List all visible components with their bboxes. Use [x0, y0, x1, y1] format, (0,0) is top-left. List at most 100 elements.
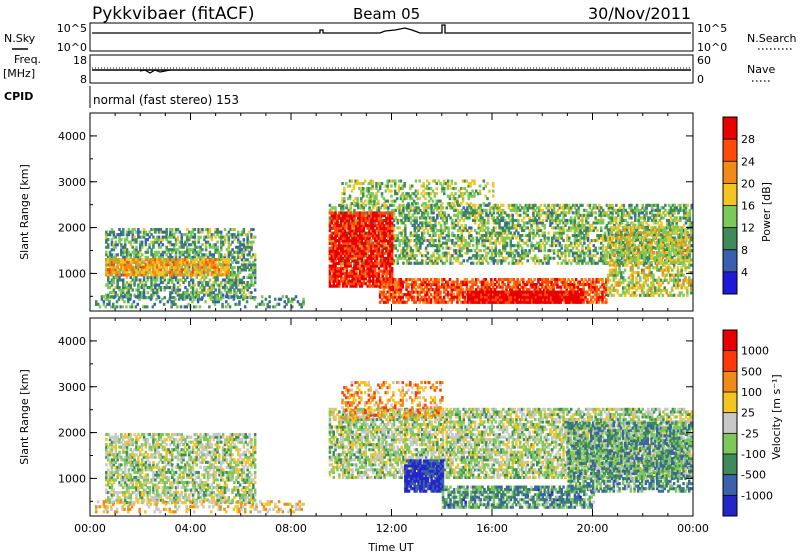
- power-echo-cell: [650, 203, 654, 207]
- power-echo-cell: [445, 206, 448, 210]
- power-echo-cell: [583, 234, 586, 238]
- power-echo-cell: [203, 273, 206, 277]
- power-echo-cell: [453, 203, 456, 207]
- power-echo-cell: [622, 203, 626, 207]
- power-echo-cell: [351, 256, 354, 260]
- power-echo-cell: [545, 241, 548, 245]
- power-echo-cell: [581, 236, 584, 240]
- power-echo-cell: [186, 270, 189, 274]
- nave-label: Nave: [747, 63, 775, 76]
- power-echo-cell: [165, 230, 168, 234]
- power-echo-cell: [220, 265, 223, 269]
- power-echo-cell: [368, 211, 371, 215]
- power-echo-cell: [199, 250, 202, 254]
- power-echo-cell: [432, 261, 435, 265]
- power-echo-cell: [528, 234, 531, 238]
- power-echo-cell: [368, 241, 371, 245]
- power-echo-cell: [551, 244, 554, 248]
- power-echo-cell: [586, 216, 590, 220]
- power-echo-cell: [360, 236, 364, 240]
- power-echo-cell: [624, 213, 627, 217]
- power-echo-cell: [413, 216, 416, 220]
- power-echo-cell: [519, 259, 522, 263]
- power-echo-cell: [216, 265, 219, 269]
- power-echo-cell: [338, 259, 341, 263]
- power-echo-cell: [688, 249, 692, 253]
- power-echo-cell: [607, 221, 611, 225]
- power-echo-cell: [558, 234, 562, 238]
- power-echo-cell: [345, 241, 349, 245]
- power-echo-cell: [131, 228, 134, 232]
- power-echo-cell: [515, 259, 518, 263]
- power-echo-cell: [368, 214, 371, 218]
- power-echo-cell: [343, 206, 347, 210]
- power-echo-cell: [449, 256, 452, 260]
- power-echo-cell: [573, 223, 577, 227]
- power-echo-cell: [184, 260, 187, 264]
- power-echo-cell: [441, 218, 445, 222]
- power-echo-cell: [210, 235, 214, 239]
- power-echo-cell: [454, 208, 458, 212]
- power-echo-cell: [186, 260, 189, 264]
- power-echo-cell: [252, 263, 255, 267]
- power-echo-cell: [210, 270, 214, 274]
- power-echo-cell: [250, 240, 253, 244]
- power-echo-cell: [454, 256, 458, 260]
- power-echo-cell: [193, 238, 197, 242]
- power-echo-cell: [238, 270, 242, 274]
- power-echo-cell: [142, 235, 146, 239]
- power-echo-cell: [145, 305, 149, 309]
- power-echo-cell: [338, 216, 341, 220]
- power-echo-cell: [197, 240, 200, 244]
- power-echo-cell: [242, 281, 246, 285]
- power-echo-cell: [362, 262, 366, 266]
- power-echo-cell: [223, 278, 227, 282]
- power-echo-cell: [566, 246, 569, 250]
- power-echo-cell: [669, 208, 673, 212]
- power-echo-cell: [242, 291, 246, 295]
- power-echo-cell: [618, 218, 622, 222]
- power-echo-cell: [424, 249, 428, 253]
- power-echo-cell: [585, 226, 588, 230]
- power-echo-cell: [197, 238, 200, 242]
- power-echo-cell: [118, 260, 121, 264]
- power-echo-cell: [477, 226, 481, 230]
- power-echo-cell: [500, 229, 503, 233]
- power-echo-cell: [221, 258, 225, 262]
- power-echo-cell: [146, 250, 149, 254]
- power-echo-cell: [221, 293, 225, 297]
- power-echo-cell: [503, 231, 507, 235]
- power-echo-cell: [364, 254, 367, 258]
- power-echo-cell: [218, 286, 221, 290]
- power-echo-cell: [360, 231, 364, 235]
- power-echo-cell: [473, 216, 477, 220]
- power-echo-cell: [509, 249, 513, 253]
- power-echo-cell: [502, 211, 505, 215]
- power-echo-cell: [128, 305, 132, 309]
- power-echo-cell: [487, 261, 490, 265]
- power-echo-cell: [146, 238, 149, 242]
- power-echo-cell: [430, 254, 433, 258]
- power-echo-cell: [122, 230, 125, 234]
- power-echo-cell: [349, 231, 352, 235]
- power-echo-cell: [159, 286, 163, 290]
- power-echo-cell: [362, 249, 366, 253]
- power-echo-cell: [667, 254, 671, 258]
- power-echo-cell: [189, 297, 192, 301]
- power-echo-cell: [201, 291, 204, 295]
- power-echo-cell: [214, 273, 217, 277]
- power-echo-cell: [549, 218, 552, 222]
- power-echo-cell: [485, 239, 488, 243]
- power-echo-cell: [178, 253, 182, 257]
- power-echo-cell: [372, 246, 375, 250]
- power-echo-cell: [392, 261, 396, 265]
- power-echo-cell: [233, 258, 236, 262]
- power-echo-cell: [422, 216, 426, 220]
- power-echo-cell: [195, 270, 198, 274]
- power-echo-cell: [328, 224, 332, 228]
- power-echo-cell: [178, 288, 182, 292]
- power-echo-cell: [409, 234, 413, 238]
- power-echo-cell: [543, 239, 546, 243]
- power-echo-cell: [579, 251, 582, 255]
- power-echo-cell: [172, 283, 176, 287]
